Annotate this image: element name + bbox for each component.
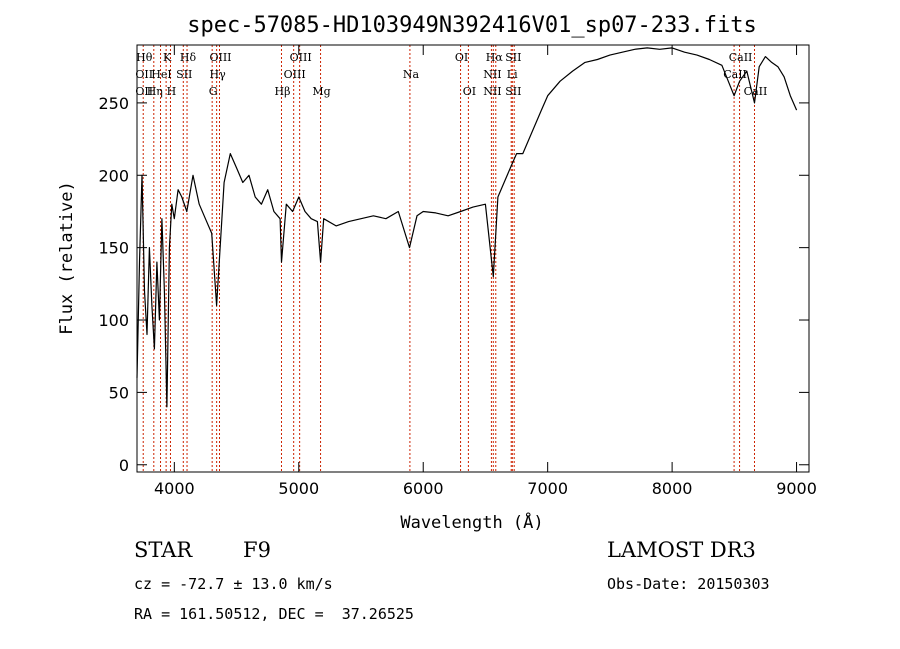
line-label-0-0-2: OII — [135, 85, 153, 98]
x-axis-label: Wavelength (Å) — [400, 511, 543, 533]
line-label-0-3-0: K — [163, 51, 172, 64]
line-label-1-2-1: NII — [483, 68, 501, 81]
line-label-0-10-2: Hβ — [275, 85, 291, 98]
x-tick-label-0: 4000 — [154, 479, 195, 498]
line-label-1-2-2: NII — [483, 85, 501, 98]
x-tick-label-1: 5000 — [278, 479, 319, 498]
line-label-0-14-1: Na — [403, 68, 420, 81]
line-label-0-6-0: Hδ — [180, 51, 197, 64]
line-label-1-10-2: CaII — [744, 85, 768, 98]
x-tick-label-5: 9000 — [776, 479, 817, 498]
spectrum-line-0 — [136, 47, 798, 408]
line-label-0-2-1: HeI — [151, 68, 171, 81]
line-label-1-6-2: SII — [505, 85, 521, 98]
line-label-1-3-0: Hα — [486, 51, 504, 64]
line-label-0-5-1: SII — [176, 68, 192, 81]
y-tick-label-4: 200 — [98, 166, 129, 185]
line-label-1-5-1: Li — [507, 68, 518, 81]
axes: 4000 5000 6000 7000 8000 9000 0 50 100 150 200 250 — [98, 45, 817, 498]
line-label-0-12-0: OIII — [290, 51, 312, 64]
y-tick-label-5: 250 — [98, 94, 129, 113]
survey-label: LAMOST DR3 — [607, 538, 756, 562]
line-label-0-13-2: Mg — [312, 85, 330, 98]
line-label-1-9-0: CaII — [729, 51, 753, 64]
line-label-1-8-1: CaII — [723, 68, 747, 81]
line-labels: HθOIIOIIHηHeIKHSIIHδGHγOIIIHβOIIIOIIIMgN… — [135, 51, 767, 98]
redshift-readout: cz = -72.7 ± 13.0 km/s — [134, 575, 333, 593]
observation-date: Obs-Date: 20150303 — [607, 575, 770, 593]
object-class-label: STAR — [134, 538, 193, 562]
plot-frame — [136, 44, 810, 473]
y-tick-label-1: 50 — [109, 383, 129, 402]
chart-title: spec-57085-HD103949N392416V01_sp07-233.f… — [187, 13, 757, 38]
line-label-0-7-2: G — [209, 85, 218, 98]
x-tick-label-4: 8000 — [652, 479, 693, 498]
spectrum-series — [136, 47, 798, 408]
x-tick-label-2: 6000 — [403, 479, 444, 498]
coordinates-readout: RA = 161.50512, DEC = 37.26525 — [134, 605, 414, 623]
line-label-0-9-0: OIII — [209, 51, 231, 64]
line-label-0-4-2: H — [167, 85, 177, 98]
line-label-1-0-0: OI — [455, 51, 468, 64]
y-tick-label-2: 100 — [98, 311, 129, 330]
line-label-0-11-1: OIII — [284, 68, 306, 81]
spectral-line-markers — [142, 45, 755, 472]
line-label-0-0-1: OII — [135, 68, 153, 81]
line-label-1-1-2: OI — [463, 85, 476, 98]
y-tick-label-0: 0 — [119, 456, 129, 475]
line-label-0-8-1: Hγ — [210, 68, 227, 81]
x-tick-label-3: 7000 — [527, 479, 568, 498]
line-label-1-6-0: SII — [505, 51, 521, 64]
y-axis-label: Flux (relative) — [57, 181, 77, 335]
line-label-0-1-2: Hη — [147, 85, 163, 98]
object-subclass-label: F9 — [243, 538, 271, 562]
line-label-0-0-0: Hθ — [136, 51, 153, 64]
y-tick-label-3: 150 — [98, 239, 129, 258]
